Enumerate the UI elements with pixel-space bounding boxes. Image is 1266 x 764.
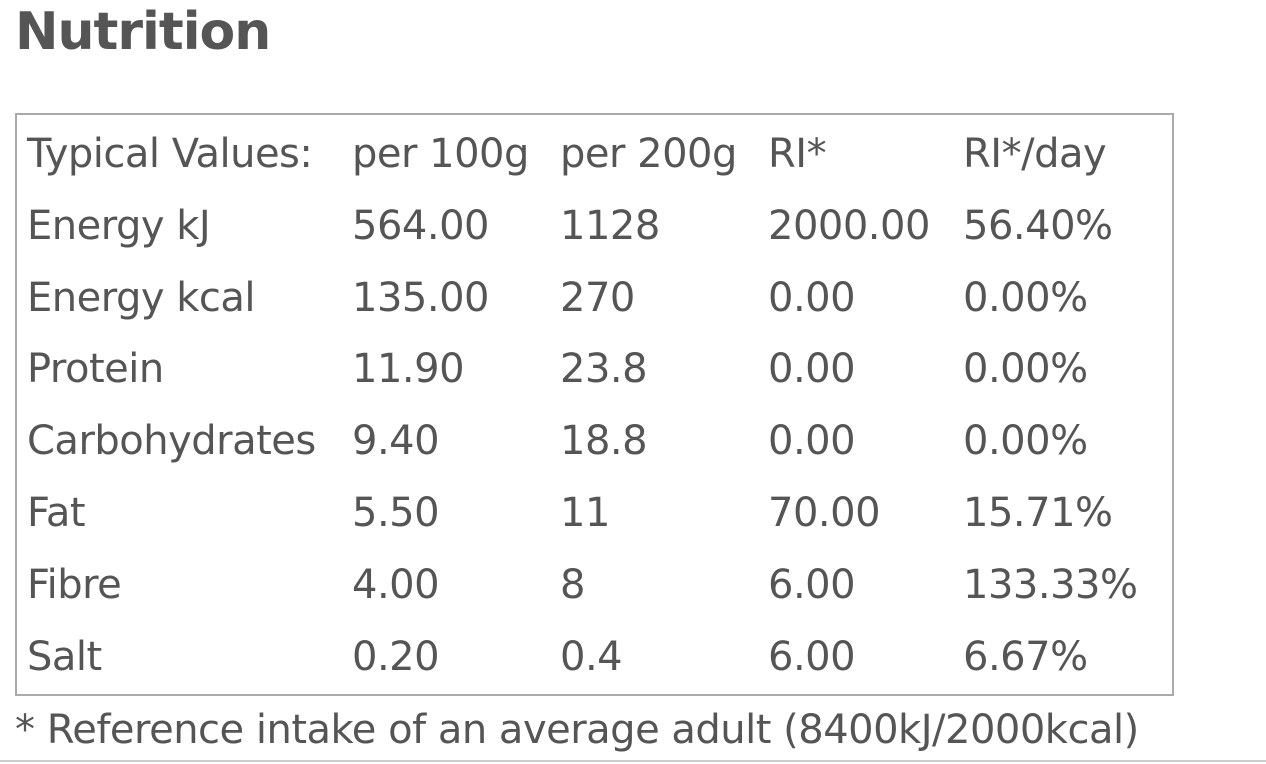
table-cell: 6.00 [768, 561, 856, 608]
column-header: per 200g [560, 131, 737, 177]
row-label: Fibre [27, 561, 122, 608]
table-cell: 8 [560, 561, 585, 608]
table-cell: 564.00 [352, 202, 489, 249]
divider [0, 760, 1266, 762]
table-cell: 133.33% [963, 561, 1138, 608]
row-label: Carbohydrates [27, 418, 316, 465]
table-cell: 5.50 [352, 490, 440, 536]
row-label: Energy kcal [27, 274, 256, 321]
row-label: Energy kJ [27, 202, 211, 249]
column-header: RI* [768, 131, 827, 177]
table-cell: 0.4 [560, 633, 623, 680]
table-cell: 6.67% [963, 633, 1088, 680]
table-cell: 0.00% [963, 346, 1088, 393]
table-cell: 15.71% [963, 490, 1113, 536]
section-title: Nutrition [15, 2, 271, 62]
table-cell: 11 [560, 490, 610, 536]
table-cell: 0.00 [768, 274, 856, 321]
table-cell: 6.00 [768, 633, 856, 680]
table-cell: 0.00 [768, 346, 856, 393]
table-cell: 0.00% [963, 418, 1088, 465]
table-cell: 1128 [560, 202, 660, 249]
table-cell: 4.00 [352, 561, 440, 608]
row-label: Protein [27, 346, 164, 393]
table-cell: 135.00 [352, 274, 489, 321]
nutrition-table: Typical Values: per 100g per 200g RI* RI*/da… [15, 113, 1174, 696]
table-cell: 56.40% [963, 202, 1113, 249]
table-cell: 0.20 [352, 633, 440, 680]
table-cell: 11.90 [352, 346, 465, 393]
footnote: * Reference intake of an average adult (… [15, 707, 1139, 753]
table-cell: 2000.00 [768, 202, 930, 249]
row-label: Fat [27, 490, 86, 536]
column-header: RI*/day [963, 131, 1107, 177]
column-header: per 100g [352, 131, 529, 177]
table-cell: 270 [560, 274, 635, 321]
table-cell: 70.00 [768, 490, 881, 536]
table-cell: 23.8 [560, 346, 648, 393]
table-cell: 18.8 [560, 418, 648, 465]
table-cell: 0.00 [768, 418, 856, 465]
column-header: Typical Values: [27, 131, 313, 177]
table-cell: 0.00% [963, 274, 1088, 321]
table-cell: 9.40 [352, 418, 440, 465]
row-label: Salt [27, 633, 102, 680]
